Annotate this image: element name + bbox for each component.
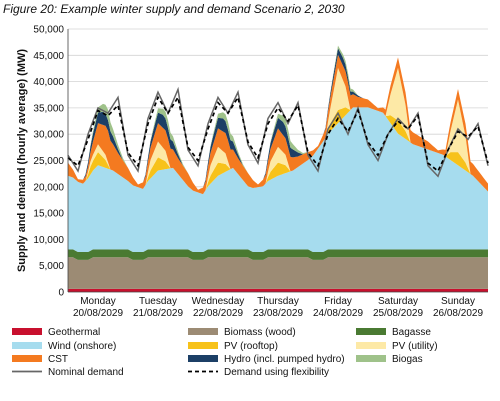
legend-swatch — [356, 355, 386, 362]
legend-item-biomass-wood: Biomass (wood) — [188, 327, 296, 338]
legend-swatch — [12, 355, 42, 362]
legend-label: Bagasse — [392, 327, 431, 338]
stacked-areas — [68, 45, 488, 292]
legend-item-bagasse: Bagasse — [356, 327, 431, 338]
y-tick-label: 5,000 — [39, 261, 64, 272]
x-tick-day: Thursday — [257, 296, 299, 307]
area-geothermal — [68, 288, 488, 292]
legend-label: Nominal demand — [48, 367, 124, 378]
legend-label: Biogas — [392, 354, 423, 365]
y-axis-label: Supply and demand (hourly average) (MW) — [16, 49, 28, 272]
legend-label: CST — [48, 354, 68, 365]
area-hydro-incl-pumped-hydro — [68, 48, 488, 190]
area-cst — [68, 54, 488, 195]
legend-item-nominal-demand: Nominal demand — [12, 367, 124, 378]
x-tick-date: 23/08/2029 — [253, 308, 303, 319]
y-tick-label: 45,000 — [33, 51, 64, 62]
x-tick-date: 22/08/2029 — [193, 308, 243, 319]
y-tick-label: 25,000 — [33, 156, 64, 167]
x-tick-day: Tuesday — [139, 296, 177, 307]
y-tick-label: 40,000 — [33, 77, 64, 88]
legend-swatch — [12, 342, 42, 349]
x-tick-date: 26/08/2029 — [433, 308, 483, 319]
y-tick-label: 0 — [58, 288, 64, 299]
axes: 0 5,000 10,000 15,000 20,000 25,000 30,000 35,0… — [16, 25, 488, 319]
x-tick-date: 20/08/2029 — [73, 308, 123, 319]
y-tick-label: 30,000 — [33, 130, 64, 141]
legend-item-pv-utility: PV (utility) — [356, 341, 438, 352]
legend-swatch — [12, 328, 42, 335]
legend-label: Biomass (wood) — [224, 327, 296, 338]
x-tick-day: Wednesday — [192, 296, 245, 307]
line-nominal-demand — [67, 86, 489, 178]
y-tick-label: 10,000 — [33, 235, 64, 246]
area-biomass-wood — [68, 257, 488, 289]
legend-item-biogas: Biogas — [356, 354, 423, 365]
x-tick-day: Saturday — [378, 296, 418, 307]
legend-label: Geothermal — [48, 327, 100, 338]
legend-label: Demand using flexibility — [224, 367, 329, 378]
x-tick-date: 21/08/2029 — [133, 308, 183, 319]
x-tick-date: 24/08/2029 — [313, 308, 363, 319]
y-tick-label: 35,000 — [33, 103, 64, 114]
area-bagasse — [68, 249, 488, 260]
legend-item-demand-using-flexibility: Demand using flexibility — [188, 367, 329, 378]
y-tick-label: 50,000 — [33, 25, 64, 36]
legend-swatch — [188, 328, 218, 335]
legend-label: Wind (onshore) — [48, 341, 116, 352]
figure-title: Figure 20: Example winter supply and dem… — [3, 2, 345, 16]
x-tick-day: Sunday — [441, 296, 475, 307]
legend-item-pv-rooftop: PV (rooftop) — [188, 341, 278, 352]
legend-item-hydro-incl-pumped-hydro: Hydro (incl. pumped hydro) — [188, 354, 345, 365]
legend-swatch — [356, 342, 386, 349]
legend-item-wind-onshore: Wind (onshore) — [12, 341, 116, 352]
legend: Geothermal Biomass (wood) Bagasse Wind (ons… — [12, 327, 438, 378]
y-tick-label: 20,000 — [33, 182, 64, 193]
legend-item-cst: CST — [12, 354, 68, 365]
legend-swatch — [188, 342, 218, 349]
legend-item-geothermal: Geothermal — [12, 327, 100, 338]
line-demand-using-flexibility — [67, 95, 489, 173]
area-biogas — [68, 45, 488, 190]
x-tick-day: Friday — [324, 296, 352, 307]
legend-label: PV (rooftop) — [224, 341, 278, 352]
x-tick-date: 25/08/2029 — [373, 308, 423, 319]
legend-label: PV (utility) — [392, 341, 438, 352]
legend-swatch — [188, 355, 218, 362]
legend-label: Hydro (incl. pumped hydro) — [224, 354, 345, 365]
legend-swatch — [356, 328, 386, 335]
demand-lines — [67, 86, 489, 178]
y-tick-label: 15,000 — [33, 209, 64, 220]
x-tick-day: Monday — [80, 296, 116, 307]
